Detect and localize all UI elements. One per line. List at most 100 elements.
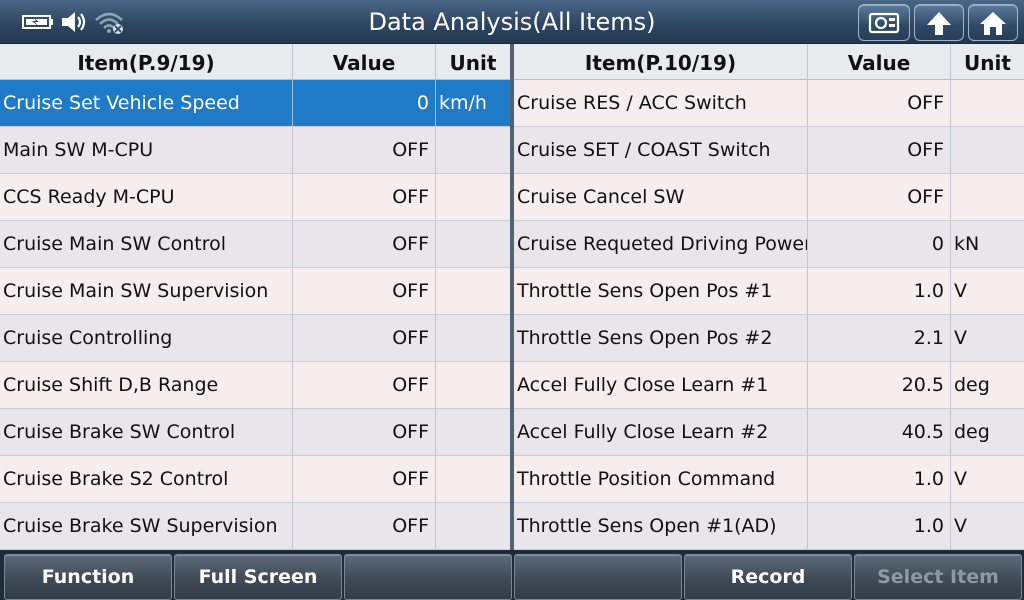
item-value: 1.0 xyxy=(808,456,951,502)
item-name: Cruise Main SW Control xyxy=(0,221,293,267)
table-row[interactable]: Cruise Brake SW Supervision OFF xyxy=(0,503,510,550)
home-button[interactable] xyxy=(968,4,1018,41)
left-data-table: Item(P.9/19) Value Unit Cruise Set Vehic… xyxy=(0,44,510,550)
table-row[interactable]: Accel Fully Close Learn #2 40.5 deg xyxy=(514,409,1024,456)
item-unit xyxy=(436,174,510,220)
item-unit xyxy=(951,80,1024,126)
table-row[interactable]: Cruise Requeted Driving Power 0 kN xyxy=(514,221,1024,268)
item-name: Cruise Brake S2 Control xyxy=(0,456,293,502)
item-value: OFF xyxy=(293,127,436,173)
table-row[interactable]: CCS Ready M-CPU OFF xyxy=(0,174,510,221)
item-name: Cruise RES / ACC Switch xyxy=(514,80,808,126)
item-unit: V xyxy=(954,327,967,349)
item-name: Cruise Requeted Driving Power xyxy=(514,221,808,267)
item-name: Cruise Controlling xyxy=(0,315,293,361)
item-value: 2.1 xyxy=(808,315,951,361)
item-unit xyxy=(436,456,510,502)
table-header: Item(P.9/19) Value Unit xyxy=(0,44,510,80)
table-row[interactable]: Cruise Shift D,B Range OFF xyxy=(0,362,510,409)
item-value: 0 xyxy=(808,221,951,267)
table-row[interactable]: Cruise Main SW Control OFF xyxy=(0,221,510,268)
item-unit xyxy=(436,503,510,549)
item-name: CCS Ready M-CPU xyxy=(0,174,293,220)
item-unit xyxy=(436,127,510,173)
item-name: Cruise Brake SW Control xyxy=(0,409,293,455)
table-row[interactable]: Accel Fully Close Learn #1 20.5 deg xyxy=(514,362,1024,409)
bottom-toolbar: Function Full Screen Record Select Item xyxy=(0,550,1024,600)
table-row[interactable]: Cruise SET / COAST Switch OFF xyxy=(514,127,1024,174)
right-data-table: Item(P.10/19) Value Unit Cruise RES / AC… xyxy=(514,44,1024,550)
item-name: Cruise Main SW Supervision xyxy=(0,268,293,314)
item-unit xyxy=(436,362,510,408)
item-name: Cruise SET / COAST Switch xyxy=(514,127,808,173)
item-value: OFF xyxy=(293,268,436,314)
item-value: 1.0 xyxy=(808,268,951,314)
item-name: Cruise Set Vehicle Speed xyxy=(0,80,293,126)
function-button[interactable]: Function xyxy=(4,554,172,600)
table-row[interactable]: Cruise Controlling OFF xyxy=(0,315,510,362)
back-button[interactable] xyxy=(914,4,964,41)
title-bar: Data Analysis(All Items) xyxy=(0,0,1024,44)
item-value: 1.0 xyxy=(808,503,951,549)
table-row[interactable]: Cruise Set Vehicle Speed 0 km/h xyxy=(0,80,510,127)
item-value: OFF xyxy=(808,127,951,173)
item-value: OFF xyxy=(808,174,951,220)
item-value: OFF xyxy=(293,362,436,408)
item-name: Cruise Cancel SW xyxy=(514,174,808,220)
table-row[interactable]: Main SW M-CPU OFF xyxy=(0,127,510,174)
table-header: Item(P.10/19) Value Unit xyxy=(514,44,1024,80)
status-icons xyxy=(22,8,124,36)
table-row[interactable]: Throttle Position Command 1.0 V xyxy=(514,456,1024,503)
item-value: 20.5 xyxy=(808,362,951,408)
item-unit: V xyxy=(954,515,967,537)
item-name: Throttle Sens Open Pos #2 xyxy=(514,315,808,361)
item-value: 0 xyxy=(293,80,436,126)
item-value: 40.5 xyxy=(808,409,951,455)
item-name: Main SW M-CPU xyxy=(0,127,293,173)
item-name: Throttle Sens Open #1(AD) xyxy=(514,503,808,549)
up-arrow-icon xyxy=(924,9,954,37)
item-name: Accel Fully Close Learn #1 xyxy=(514,362,808,408)
column-header-value: Value xyxy=(293,44,436,80)
table-row[interactable]: Cruise Brake S2 Control OFF xyxy=(0,456,510,503)
item-unit xyxy=(436,409,510,455)
item-unit: deg xyxy=(954,421,990,443)
column-header-unit: Unit xyxy=(964,51,1011,75)
empty-button-3[interactable] xyxy=(344,554,512,600)
column-header-value: Value xyxy=(808,44,951,80)
speaker-icon xyxy=(60,11,88,33)
table-row[interactable]: Cruise RES / ACC Switch OFF xyxy=(514,80,1024,127)
screenshot-button[interactable] xyxy=(858,4,910,41)
select-item-button[interactable]: Select Item xyxy=(854,554,1022,600)
item-unit: deg xyxy=(954,374,990,396)
item-value: OFF xyxy=(293,456,436,502)
screenshot-icon xyxy=(868,11,900,35)
empty-button-4[interactable] xyxy=(514,554,682,600)
item-name: Throttle Position Command xyxy=(514,456,808,502)
table-row[interactable]: Cruise Main SW Supervision OFF xyxy=(0,268,510,315)
item-unit: km/h xyxy=(439,92,487,114)
item-value: OFF xyxy=(293,221,436,267)
item-unit xyxy=(951,174,1024,220)
item-name: Cruise Shift D,B Range xyxy=(0,362,293,408)
item-value: OFF xyxy=(293,409,436,455)
item-value: OFF xyxy=(293,315,436,361)
table-row[interactable]: Throttle Sens Open Pos #1 1.0 V xyxy=(514,268,1024,315)
column-header-unit: Unit xyxy=(449,51,497,75)
table-row[interactable]: Throttle Sens Open #1(AD) 1.0 V xyxy=(514,503,1024,550)
item-unit xyxy=(436,268,510,314)
column-header-item: Item(P.9/19) xyxy=(0,44,293,80)
page-title: Data Analysis(All Items) xyxy=(368,8,656,36)
item-unit: V xyxy=(954,280,967,302)
item-name: Cruise Brake SW Supervision xyxy=(0,503,293,549)
table-row[interactable]: Cruise Cancel SW OFF xyxy=(514,174,1024,221)
item-name: Accel Fully Close Learn #2 xyxy=(514,409,808,455)
item-unit: kN xyxy=(954,233,980,255)
item-value: OFF xyxy=(293,503,436,549)
item-name: Throttle Sens Open Pos #1 xyxy=(514,268,808,314)
full-screen-button[interactable]: Full Screen xyxy=(174,554,342,600)
panel-divider xyxy=(510,44,514,550)
table-row[interactable]: Throttle Sens Open Pos #2 2.1 V xyxy=(514,315,1024,362)
table-row[interactable]: Cruise Brake SW Control OFF xyxy=(0,409,510,456)
record-button[interactable]: Record xyxy=(684,554,852,600)
